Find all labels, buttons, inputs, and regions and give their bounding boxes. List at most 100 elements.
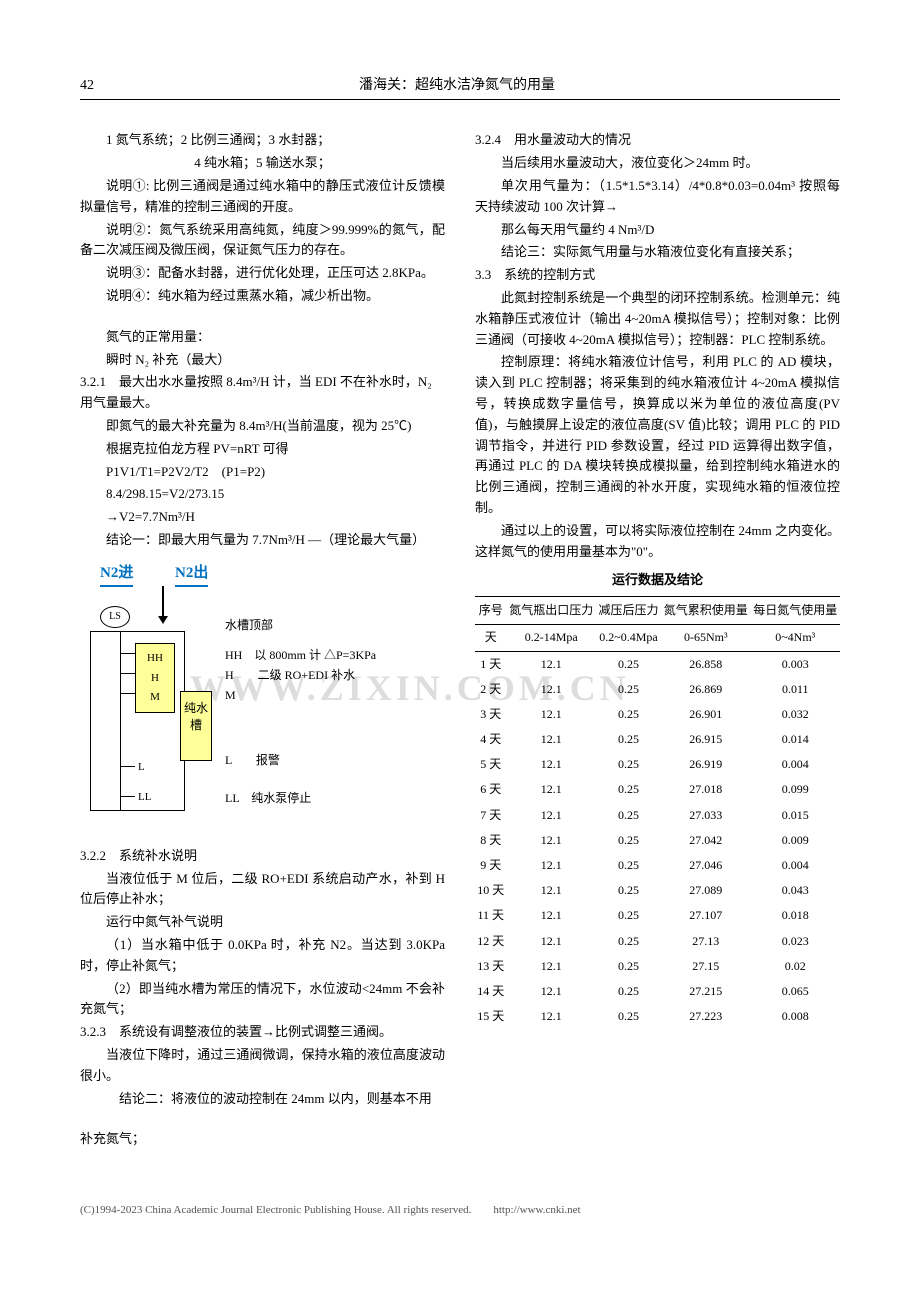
- table-cell: 26.858: [661, 651, 750, 677]
- paragraph: （1）当水箱中低于 0.0KPa 时，补充 N2。当达到 3.0KPa 时，停止…: [80, 935, 445, 977]
- section-3-2-1: 3.2.1 最大出水水量按照 8.4m³/H 计，当 EDI 不在补水时，N₂ …: [80, 372, 445, 414]
- table-cell: 0.25: [596, 853, 661, 878]
- table-cell: 0.023: [750, 929, 840, 954]
- table-cell: 0.25: [596, 1004, 661, 1029]
- section-3-2-2: 3.2.2 系统补水说明: [80, 846, 445, 867]
- paragraph: 那么每天用气量约 4 Nm³/D: [475, 220, 840, 241]
- paragraph: 当液位下降时，通过三通阀微调，保持水箱的液位高度波动很小。: [80, 1045, 445, 1087]
- table-cell: 2 天: [475, 677, 507, 702]
- table-row: 10 天12.10.2527.0890.043: [475, 878, 840, 903]
- table-row: 9 天12.10.2527.0460.004: [475, 853, 840, 878]
- legend-h: H 二级 RO+EDI 补水: [225, 666, 355, 685]
- unit-cell: 天: [475, 625, 507, 651]
- table-cell: 12.1: [507, 777, 596, 802]
- line: 根据克拉伯龙方程 PV=nRT 可得: [80, 439, 445, 460]
- table-cell: 12 天: [475, 929, 507, 954]
- line: 瞬时 N₂ 补充（最大）: [80, 350, 445, 371]
- unit-cell: 0~4Nm³: [750, 625, 840, 651]
- tank-label-box: 纯水槽: [180, 691, 212, 761]
- table-cell: 27.13: [661, 929, 750, 954]
- paragraph: 通过以上的设置，可以将实际液位控制在 24mm 之内变化。这样氮气的使用用量基本…: [475, 521, 840, 563]
- tick-mark: [120, 653, 135, 654]
- list-line: 4 纯水箱；5 输送水泵；: [80, 153, 445, 174]
- table-cell: 26.901: [661, 702, 750, 727]
- tick-mark: [120, 766, 135, 767]
- page-number: 42: [80, 75, 94, 97]
- paragraph: 当后续用水量波动大，液位变化＞24mm 时。: [475, 153, 840, 174]
- table-cell: 26.915: [661, 727, 750, 752]
- arrow-head-icon: [158, 616, 168, 624]
- table-cell: 11 天: [475, 903, 507, 928]
- table-cell: 27.089: [661, 878, 750, 903]
- table-cell: 14 天: [475, 979, 507, 1004]
- n2-out-label: N2出: [175, 561, 208, 587]
- col-header: 每日氮气使用量: [750, 597, 840, 625]
- line: 即氮气的最大补充量为 8.4m³/H(当前温度，视为 25℃): [80, 416, 445, 437]
- page-header: 42 潘海关：超纯水洁净氮气的用量: [80, 75, 840, 100]
- two-column-layout: 1 氮气系统；2 比例三通阀；3 水封器； 4 纯水箱；5 输送水泵； 说明①:…: [80, 130, 840, 1152]
- level-m: M: [136, 688, 174, 708]
- table-cell: 0.065: [750, 979, 840, 1004]
- table-cell: 0.25: [596, 777, 661, 802]
- table-cell: 12.1: [507, 979, 596, 1004]
- explanation-2: 说明②：氮气系统采用高纯氮，纯度＞99.999%的氮气，配备二次减压阀及微压阀，…: [80, 220, 445, 262]
- table-cell: 0.25: [596, 979, 661, 1004]
- tank-diagram: N2进 N2出 LS HH H M 纯水槽 L LL 水槽顶部 HH 以 800…: [80, 561, 445, 831]
- header-title: 潘海关：超纯水洁净氮气的用量: [359, 75, 555, 97]
- unit-row: 天 0.2-14Mpa 0.2~0.4Mpa 0-65Nm³ 0~4Nm³: [475, 625, 840, 651]
- level-hh: HH: [136, 649, 174, 669]
- table-cell: 0.011: [750, 677, 840, 702]
- table-cell: 12.1: [507, 903, 596, 928]
- table-row: 8 天12.10.2527.0420.009: [475, 828, 840, 853]
- paragraph: 当液位低于 M 位后，二级 RO+EDI 系统启动产水，补到 H 位后停止补水；: [80, 869, 445, 911]
- table-cell: 0.015: [750, 803, 840, 828]
- ls-sensor: LS: [100, 606, 130, 628]
- legend-hh: HH 以 800mm 计 △P=3KPa: [225, 646, 376, 665]
- section-3-2-3: 3.2.3 系统设有调整液位的装置→比例式调整三通阀。: [80, 1022, 445, 1043]
- table-cell: 0.003: [750, 651, 840, 677]
- table-cell: 12.1: [507, 1004, 596, 1029]
- table-cell: 0.25: [596, 702, 661, 727]
- table-row: 1 天12.10.2526.8580.003: [475, 651, 840, 677]
- equation: P1V1/T1=P2V2/T2 (P1=P2): [80, 462, 445, 483]
- table-cell: 0.004: [750, 752, 840, 777]
- table-cell: 12.1: [507, 954, 596, 979]
- table-cell: 12.1: [507, 727, 596, 752]
- legend-l: L 报警: [225, 751, 280, 770]
- table-cell: 12.1: [507, 651, 596, 677]
- page-footer: (C)1994-2023 China Academic Journal Elec…: [80, 1202, 840, 1220]
- table-cell: 5 天: [475, 752, 507, 777]
- legend-m: M: [225, 686, 236, 705]
- table-cell: 12.1: [507, 828, 596, 853]
- table-cell: 27.018: [661, 777, 750, 802]
- conclusion-2: 结论二：将液位的波动控制在 24mm 以内，则基本不用: [80, 1089, 445, 1110]
- table-cell: 15 天: [475, 1004, 507, 1029]
- table-row: 2 天12.10.2526.8690.011: [475, 677, 840, 702]
- table-cell: 0.032: [750, 702, 840, 727]
- right-column: 3.2.4 用水量波动大的情况 当后续用水量波动大，液位变化＞24mm 时。 单…: [475, 130, 840, 1152]
- table-cell: 12.1: [507, 702, 596, 727]
- line: 氮气的正常用量：: [80, 327, 445, 348]
- paragraph: 控制原理：将纯水箱液位计信号，利用 PLC 的 AD 模块，读入到 PLC 控制…: [475, 352, 840, 518]
- table-cell: 0.25: [596, 677, 661, 702]
- table-cell: 0.014: [750, 727, 840, 752]
- table-row: 12 天12.10.2527.130.023: [475, 929, 840, 954]
- level-l-label: L: [138, 759, 145, 777]
- table-row: 7 天12.10.2527.0330.015: [475, 803, 840, 828]
- unit-cell: 0.2~0.4Mpa: [596, 625, 661, 651]
- table-cell: 27.042: [661, 828, 750, 853]
- legend-top: 水槽顶部: [225, 616, 273, 635]
- table-cell: 12.1: [507, 803, 596, 828]
- table-cell: 26.869: [661, 677, 750, 702]
- legend-ll: LL 纯水泵停止: [225, 789, 311, 808]
- explanation-3: 说明③：配备水封器，进行优化处理，正压可达 2.8KPa。: [80, 263, 445, 284]
- table-cell: 0.009: [750, 828, 840, 853]
- table-row: 15 天12.10.2527.2230.008: [475, 1004, 840, 1029]
- table-cell: 27.223: [661, 1004, 750, 1029]
- conclusion-1: 结论一：即最大用气量为 7.7Nm³/H —（理论最大气量）: [80, 530, 445, 551]
- unit-cell: 0-65Nm³: [661, 625, 750, 651]
- table-cell: 27.215: [661, 979, 750, 1004]
- table-cell: 10 天: [475, 878, 507, 903]
- table-cell: 0.02: [750, 954, 840, 979]
- table-cell: 27.107: [661, 903, 750, 928]
